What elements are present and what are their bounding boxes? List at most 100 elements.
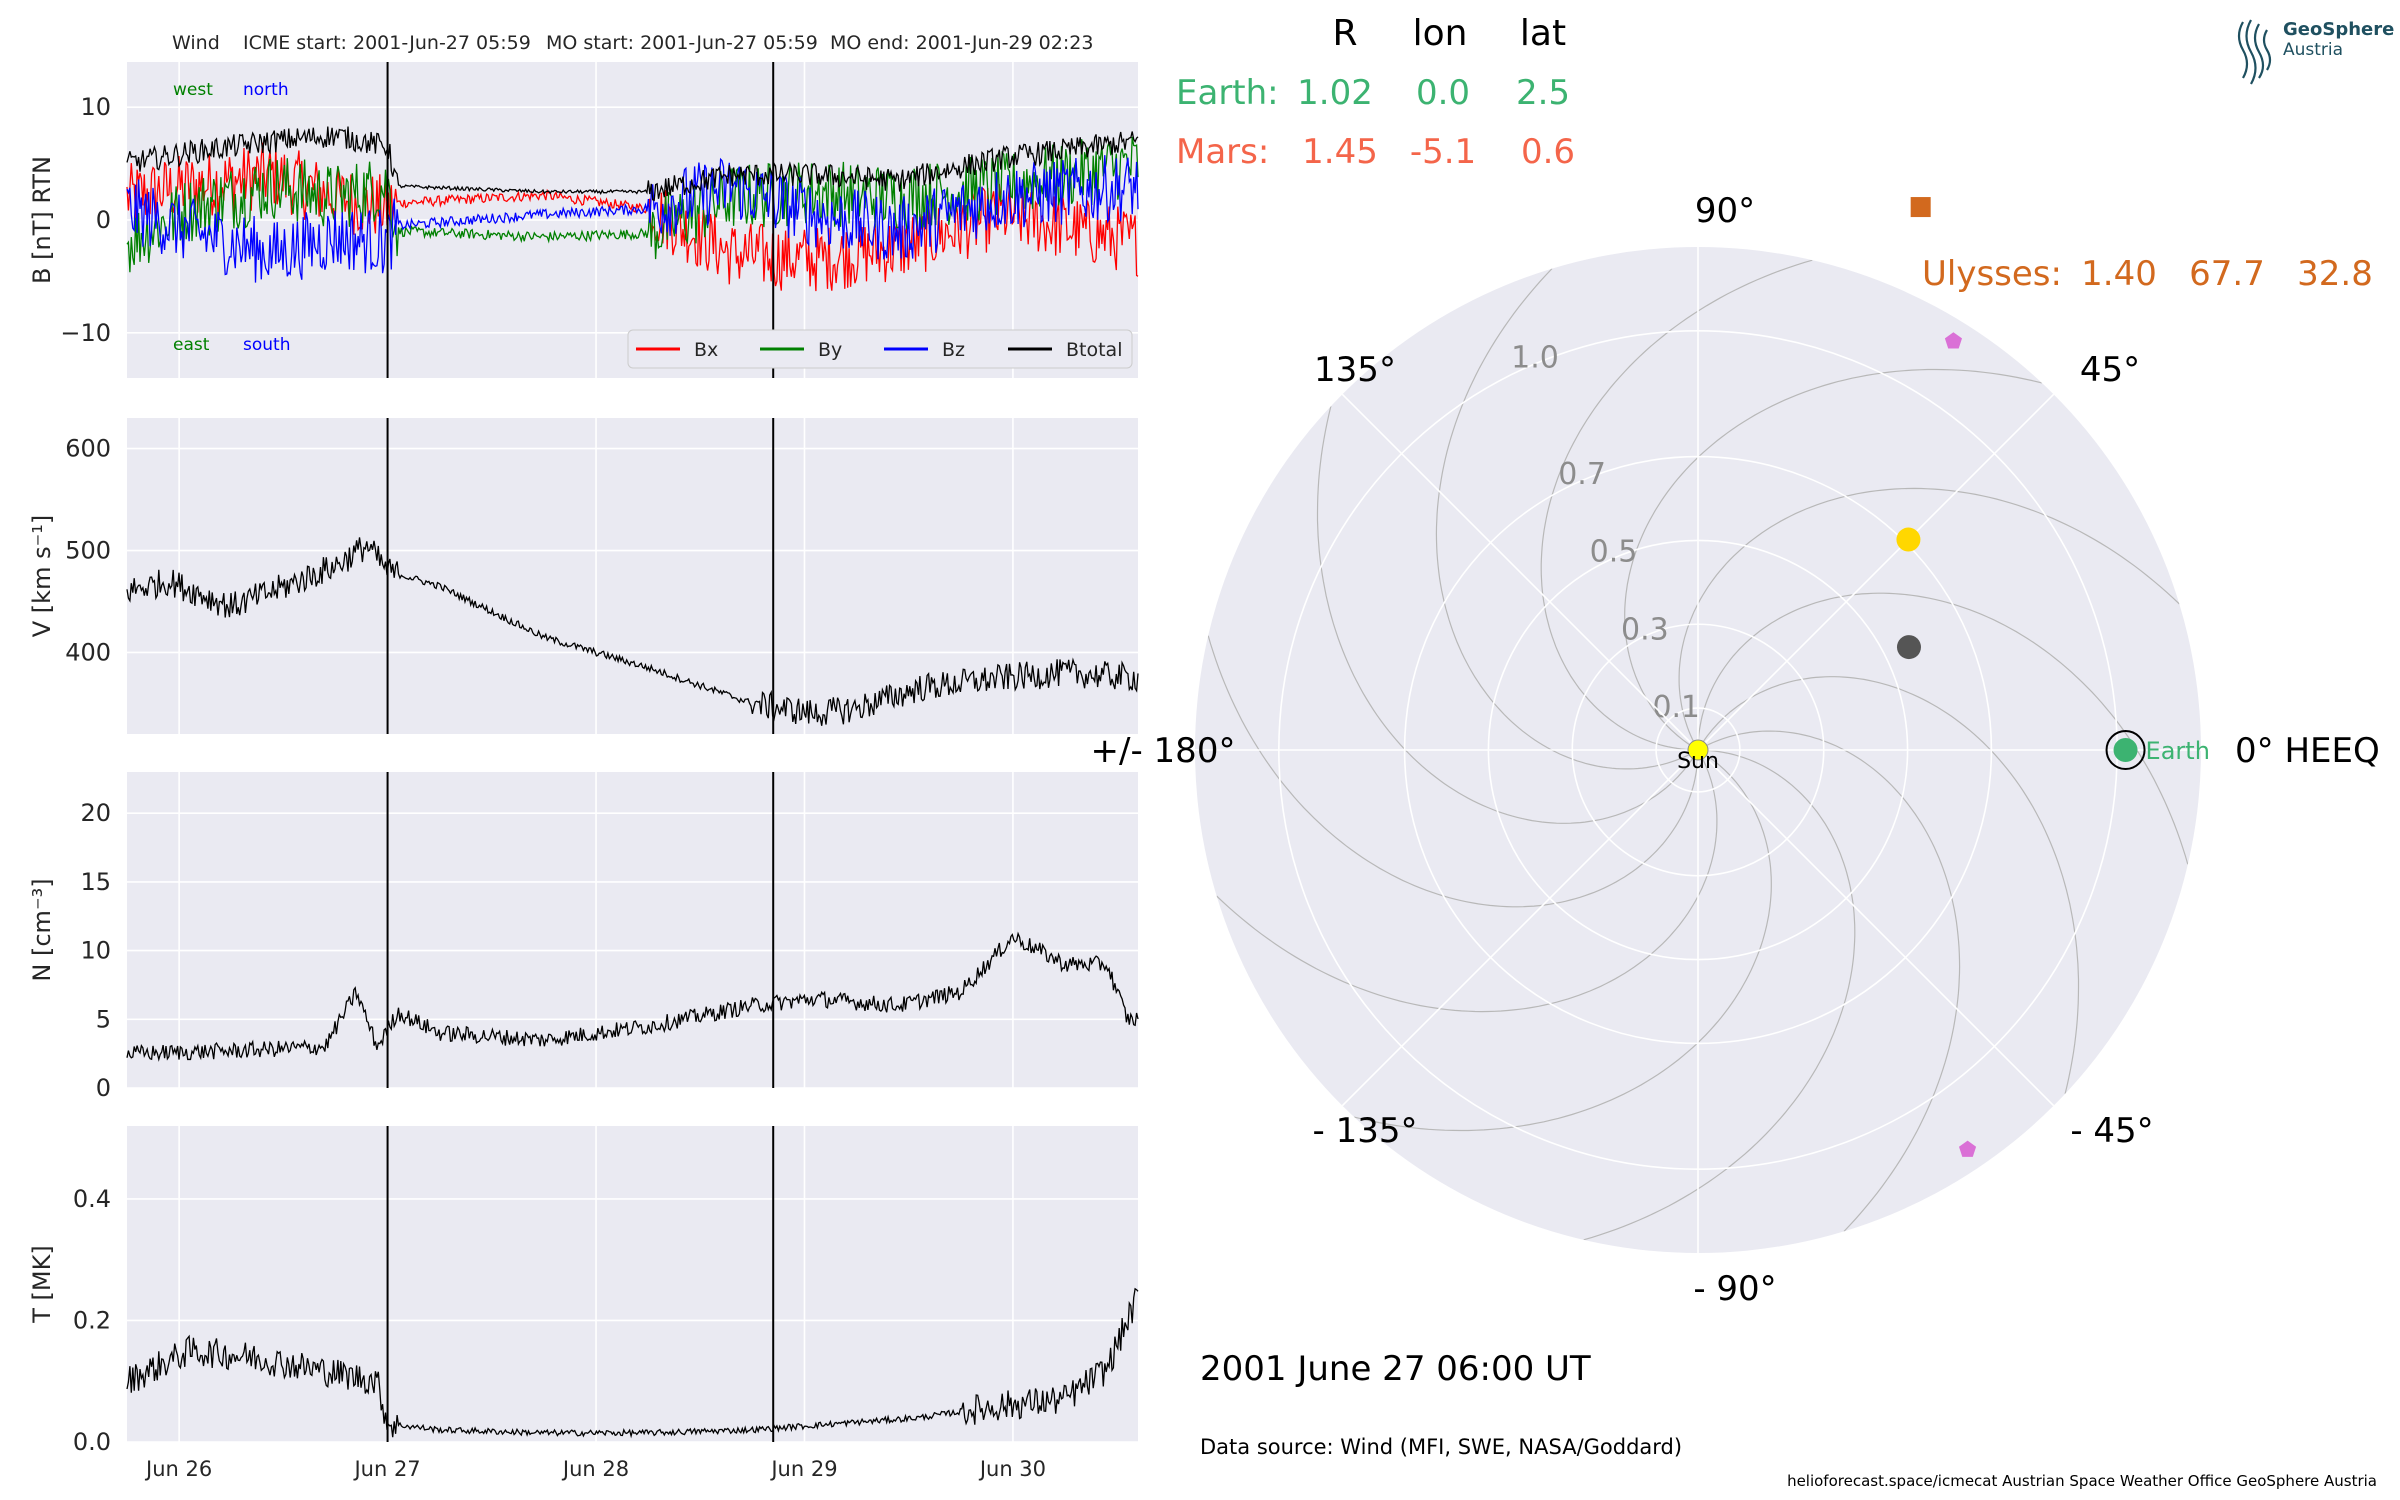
plot-header: Wind ICME start: 2001-Jun-27 05:59 MO st… — [172, 32, 1093, 54]
y-axis-label: N [cm⁻³] — [28, 878, 56, 981]
series-line-speed — [126, 537, 1139, 726]
y-tick-label: 0.4 — [73, 1185, 111, 1213]
logo-title: GeoSphere — [2283, 19, 2394, 40]
radial-tick-label: 0.1 — [1652, 690, 1700, 725]
series-line-density — [126, 931, 1139, 1062]
y-axis-label: T [MK] — [28, 1245, 56, 1323]
footer-credits: helioforecast.space/icmecat Austrian Spa… — [1787, 1472, 2377, 1490]
angle-label: - 135° — [1313, 1111, 1418, 1151]
angular-gridline — [1341, 393, 1699, 751]
earth-row-lat: 2.5 — [1516, 73, 1570, 113]
x-tick-label: Jun 28 — [561, 1457, 629, 1481]
mo-end-label: MO end: 2001-Jun-29 02:23 — [830, 32, 1093, 54]
x-tick-label: Jun 30 — [978, 1457, 1046, 1481]
mars-row-lon: -5.1 — [1410, 132, 1476, 172]
angle-label: 45° — [2080, 350, 2140, 390]
angle-label: 90° — [1695, 191, 1755, 231]
y-axis-label: B [nT] RTN — [28, 156, 56, 284]
panel-background — [127, 772, 1138, 1088]
spacecraft-4-pentagon-marker — [1944, 332, 1962, 349]
data-source-label: Data source: Wind (MFI, SWE, NASA/Goddar… — [1200, 1435, 1682, 1459]
y-tick-label: 400 — [65, 638, 111, 666]
sun-marker — [1687, 739, 1709, 761]
radial-tick-label: 1.0 — [1511, 340, 1559, 375]
positions-table: R lon lat Earth: 1.02 0.0 2.5 Mars: 1.45… — [1176, 13, 2373, 294]
y-tick-label: 10 — [80, 937, 111, 965]
icme-start-label: ICME start: 2001-Jun-27 05:59 — [243, 32, 531, 54]
legend-label-bx: Bx — [694, 339, 718, 361]
col-header-lat: lat — [1520, 13, 1566, 54]
time-series-panels: −10 0 10 B [nT] RTN west north east south Bx By Bz… — [28, 62, 1139, 1481]
earth-row-name: Earth: — [1176, 73, 1279, 113]
earth-ring — [2105, 730, 2146, 770]
series-line-btotal — [126, 126, 1139, 202]
series-line-bx — [126, 142, 1139, 292]
earth-row-r: 1.02 — [1297, 73, 1373, 113]
spacecraft-label: Wind — [172, 32, 220, 54]
y-tick-label: 15 — [80, 868, 111, 896]
mo-start-label: MO start: 2001-Jun-27 05:59 — [546, 32, 818, 54]
mars-row-name: Mars: — [1176, 132, 1269, 172]
panel-magnetic-field: −10 0 10 B [nT] RTN west north east south Bx By Bz… — [28, 62, 1139, 378]
radial-tick-label: 0.3 — [1621, 612, 1669, 647]
annotation-north: north — [243, 80, 289, 100]
panel-speed: 400 500 600 V [km s⁻¹] — [28, 418, 1139, 734]
legend-label-bz: Bz — [942, 339, 965, 361]
col-header-lon: lon — [1413, 13, 1468, 54]
ulysses-row-lon: 67.7 — [2189, 254, 2265, 294]
logo-subtitle: Austria — [2283, 40, 2343, 60]
panel-background — [127, 1126, 1138, 1442]
y-tick-label: 0 — [96, 206, 111, 234]
y-tick-label: 0.0 — [73, 1428, 111, 1456]
angular-gridline — [1697, 393, 2055, 751]
geosphere-logo-icon — [2237, 19, 2272, 85]
annotation-east: east — [173, 335, 210, 355]
radial-tick-label: 0.7 — [1558, 457, 1606, 492]
earth-marker — [2113, 738, 2138, 762]
y-tick-label: 20 — [80, 799, 111, 827]
angle-label: +/- 180° — [1091, 731, 1236, 771]
y-tick-label: 0.2 — [73, 1306, 111, 1334]
mars-row-r: 1.45 — [1302, 132, 1378, 172]
annotation-south: south — [243, 335, 290, 355]
legend: Bx By Bz Btotal — [627, 329, 1133, 369]
angle-label: 0° HEEQ — [2235, 731, 2380, 771]
legend-label-by: By — [818, 339, 842, 361]
y-axis-label: V [km s⁻¹] — [28, 515, 56, 637]
legend-box — [627, 329, 1133, 369]
x-tick-label: Jun 27 — [352, 1457, 420, 1481]
y-tick-label: −10 — [60, 319, 111, 347]
angle-label: 135° — [1314, 350, 1396, 390]
spacecraft-3-marker — [1896, 635, 1921, 660]
annotation-west: west — [173, 80, 213, 100]
earth-label: Earth — [2146, 737, 2210, 765]
panel-density: 0 5 10 15 20 N [cm⁻³] — [28, 772, 1139, 1102]
angular-gridline — [1341, 749, 1699, 1107]
angular-gridline — [1697, 749, 2055, 1107]
spacecraft-5-pentagon-marker — [1959, 1140, 1977, 1157]
series-line-temperature — [126, 1287, 1139, 1439]
panel-temperature: Jun 26 Jun 27 Jun 28 Jun 29 Jun 30 0.0 0.2 0.4 T… — [28, 1126, 1139, 1481]
polar-position-plot: 0.1 0.3 0.5 0.7 1.0 0° HEEQ 45° 90° 135° +/- 180°… — [1091, 191, 2380, 1309]
ulysses-row-name: Ulysses: — [1922, 254, 2062, 294]
ulysses-row-lat: 32.8 — [2297, 254, 2373, 294]
radial-tick-label: 0.5 — [1590, 535, 1638, 570]
angle-label: - 45° — [2070, 1111, 2153, 1151]
col-header-r: R — [1332, 13, 1357, 54]
y-tick-label: 600 — [65, 435, 111, 463]
geosphere-logo: GeoSphere Austria — [2237, 19, 2394, 85]
ulysses-marker — [1910, 197, 1931, 218]
date-label: 2001 June 27 06:00 UT — [1200, 1349, 1591, 1389]
ulysses-row-r: 1.40 — [2081, 254, 2157, 294]
y-tick-label: 5 — [96, 1005, 111, 1033]
mars-row-lat: 0.6 — [1521, 132, 1575, 172]
y-tick-label: 0 — [96, 1074, 111, 1102]
y-tick-label: 500 — [65, 537, 111, 565]
angle-label: - 90° — [1693, 1269, 1776, 1309]
legend-label-btotal: Btotal — [1066, 339, 1122, 361]
earth-row-lon: 0.0 — [1416, 73, 1470, 113]
series-line-bz — [126, 155, 1139, 283]
y-tick-label: 10 — [80, 93, 111, 121]
spacecraft-2-marker — [1896, 527, 1921, 552]
